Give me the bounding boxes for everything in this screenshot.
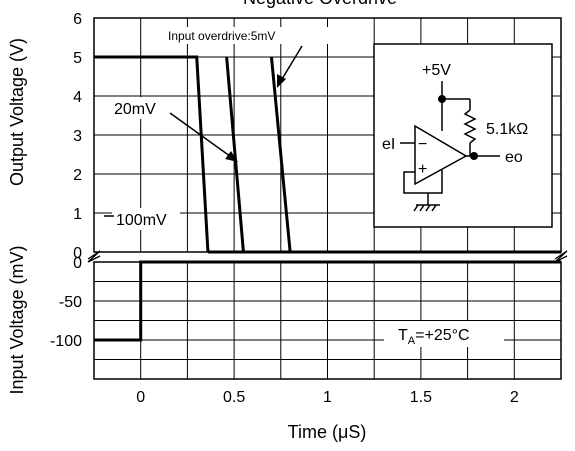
schematic-box (373, 43, 553, 228)
y-tick-label: 6 (73, 11, 82, 28)
x-tick-label: 2 (510, 389, 519, 406)
series-line-100mv (94, 55, 210, 253)
series-line-20mv (225, 56, 245, 253)
y-tick-label: 0 (73, 255, 82, 272)
y-tick-label: 3 (73, 128, 82, 145)
output-series (94, 55, 561, 254)
y-tick-label: 5 (73, 50, 82, 67)
schematic-supply-label: +5V (422, 62, 451, 79)
resistor (463, 109, 477, 144)
top-y-tick-labels: 0 1 2 3 4 5 6 (73, 11, 82, 262)
series-label-20mv: 20mV (114, 101, 156, 118)
schematic-plus-sign: + (418, 161, 427, 178)
schematic-input-label: eI (382, 136, 395, 153)
y-tick-label: 1 (73, 206, 82, 223)
temperature-bg (384, 321, 504, 347)
y-tick-label: -100 (50, 333, 82, 350)
series-line-5mv (269, 56, 292, 253)
pointer-20mv (169, 112, 235, 160)
comparator-schematic: +5V 5.1kΩ − + eI eo (373, 43, 553, 228)
schematic-resistor-label: 5.1kΩ (486, 121, 528, 138)
x-axis-label: Time (μS) (288, 422, 367, 442)
y-tick-label: 4 (73, 89, 82, 106)
x-tick-labels: 0 0.5 1 1.5 2 (136, 389, 519, 406)
x-tick-label: 1.5 (410, 389, 432, 406)
temperature-symbol: T (398, 327, 408, 344)
axis-break-left (87, 250, 101, 263)
opamp-triangle (414, 124, 468, 186)
series-label-100mv: 100mV (116, 212, 167, 229)
arrow-20mv (225, 151, 238, 162)
input-series (94, 260, 561, 342)
y-tick-label: 2 (73, 167, 82, 184)
bottom-y-axis-label: Input Voltage (mV) (7, 245, 27, 394)
output-node (470, 152, 478, 160)
label-bg-20mv (112, 97, 170, 119)
temperature-value: =+25°C (415, 327, 469, 344)
y-tick-label: -50 (59, 294, 82, 311)
label-bg-5mv (162, 27, 330, 44)
schematic-minus-sign: − (418, 136, 427, 153)
schematic-output-label: eo (505, 149, 523, 166)
label-bg-100mv (112, 208, 180, 230)
axis-break-right (554, 250, 568, 263)
top-y-axis-label: Output Voltage (V) (7, 38, 27, 186)
x-tick-label: 1 (323, 389, 332, 406)
chart-title: Negative Overdrive (243, 0, 397, 8)
x-tick-label: 0 (136, 389, 145, 406)
series-label-5mv: Input overdrive:5mV (168, 29, 275, 43)
x-tick-label: 0.5 (223, 389, 245, 406)
temperature-subscript: A (408, 335, 416, 347)
series-line-input-step (94, 260, 561, 342)
bottom-y-tick-labels: 0 -50 -100 (50, 255, 82, 350)
y-tick-label: 0 (73, 245, 82, 262)
bottom-plot-grid (93, 261, 562, 380)
temperature-annotation: TA=+25°C (398, 327, 470, 347)
arrow-5mv (277, 74, 286, 88)
